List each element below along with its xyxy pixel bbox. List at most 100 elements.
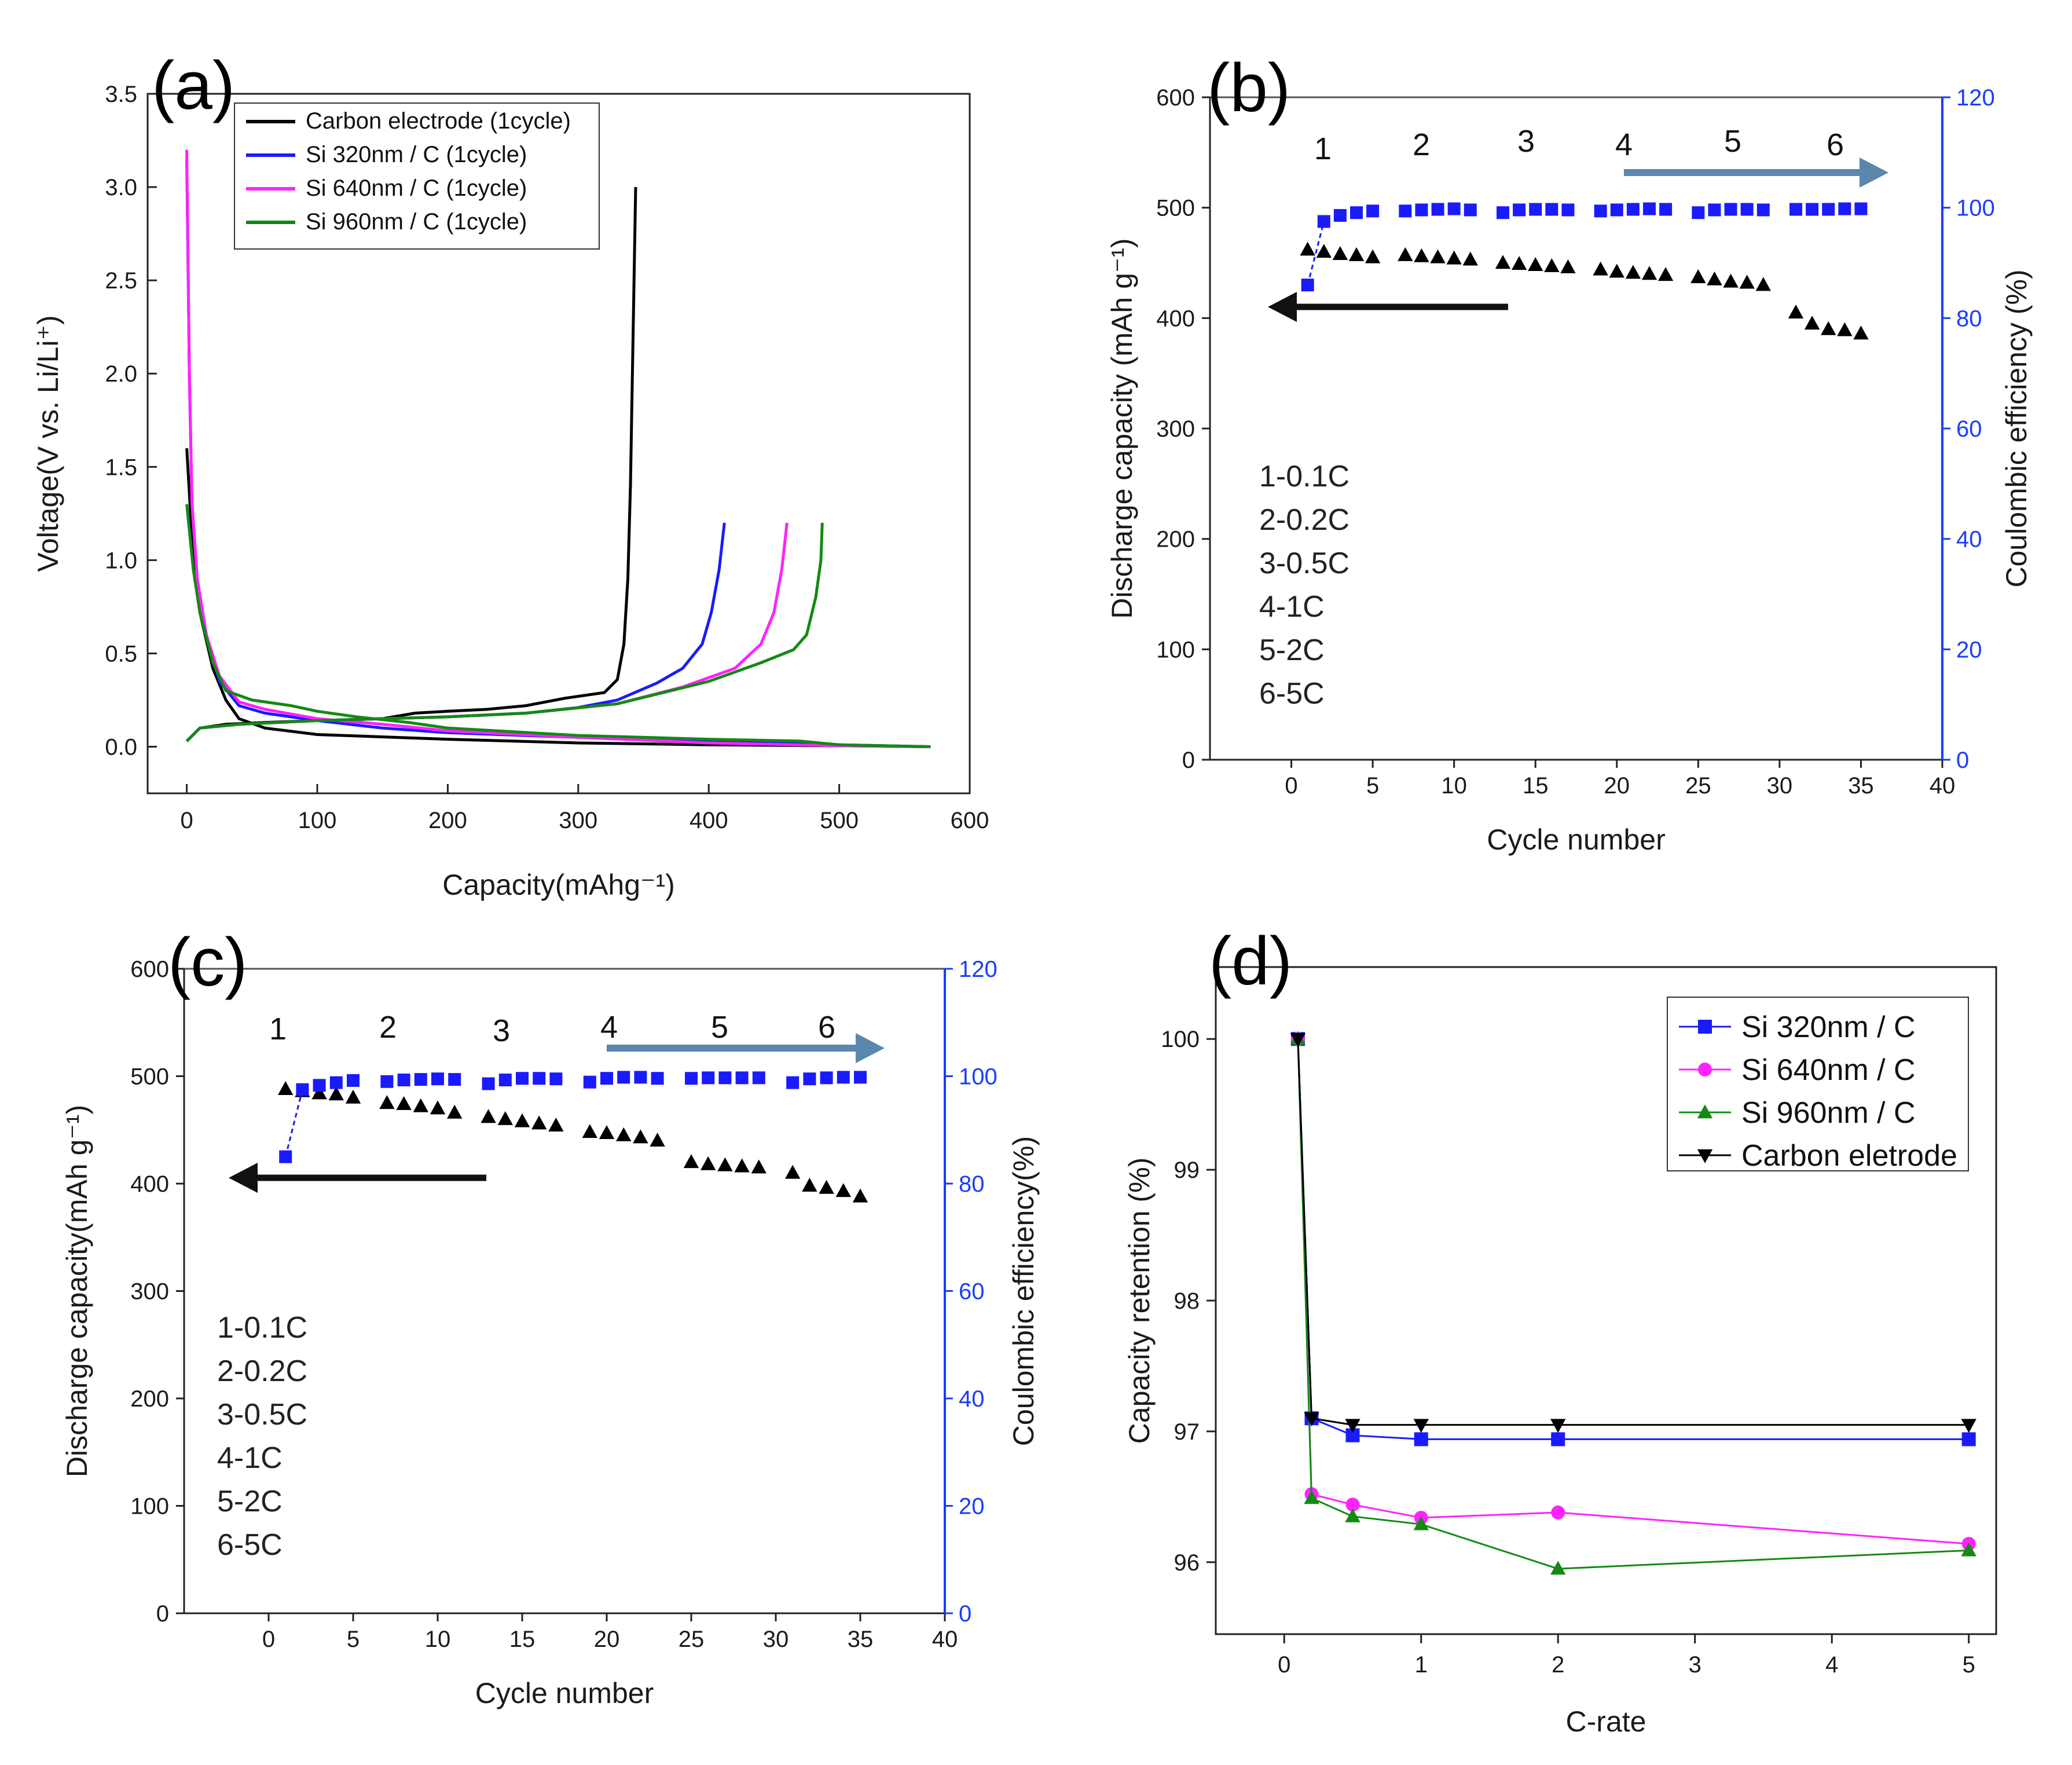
panel-c-ce-point xyxy=(482,1077,495,1090)
panel-b-ce-point xyxy=(1415,203,1428,217)
panel-b-rate-number: 6 xyxy=(1827,127,1844,162)
panel-c-ytick-label: 400 xyxy=(130,1171,169,1197)
panel-b-capacity-point xyxy=(1804,316,1820,330)
panel-c-y2tick-label: 0 xyxy=(959,1601,971,1627)
panel-b-arrow-efficiency-head xyxy=(1860,158,1888,188)
panel-a-legend-box xyxy=(234,102,600,250)
panel-b-ce-point xyxy=(1610,203,1623,217)
panel-a-ytick-label: 3.5 xyxy=(105,82,137,107)
panel-d-ytick-label: 98 xyxy=(1174,1288,1200,1314)
panel-c-ce-point xyxy=(718,1071,732,1085)
panel-b-ytick-label: 200 xyxy=(1156,527,1195,552)
panel-a-legend-label: Si 320nm / C (1cycle) xyxy=(306,142,527,167)
panel-b-ylabel: Discharge capacity (mAh g⁻¹) xyxy=(1106,238,1138,618)
panel-b-capacity-point xyxy=(1332,246,1348,260)
panel-b-capacity-point xyxy=(1462,251,1478,266)
panel-d-legend-label: Si 320nm / C xyxy=(1741,1010,1916,1044)
panel-c-capacity-point xyxy=(379,1095,395,1109)
panel-b-capacity-point xyxy=(1560,259,1576,273)
panel-c-y2label: Coulombic efficiency(%) xyxy=(1007,1136,1040,1446)
panel-c-rate-legend-line: 3-0.5C xyxy=(217,1398,307,1431)
panel-b-label: (b) xyxy=(1207,50,1290,126)
panel-c-ce-point xyxy=(329,1076,343,1089)
panel-b-xtick-label: 10 xyxy=(1441,773,1467,799)
panel-b-ce-point xyxy=(1756,203,1770,217)
panel-c-xlabel: Cycle number xyxy=(475,1677,654,1709)
panel-c-ce-point xyxy=(600,1072,613,1085)
panel-c-ce-point xyxy=(651,1072,664,1085)
panel-b-y2label: Coulombic efficiency (%) xyxy=(2000,269,2033,587)
panel-c-ytick-label: 100 xyxy=(130,1494,169,1519)
panel-b-ce-point xyxy=(1399,204,1412,218)
panel-d-xtick-label: 5 xyxy=(1963,1652,1975,1678)
panel-c-ce-point xyxy=(786,1076,800,1089)
panel-b-xtick-label: 30 xyxy=(1767,773,1793,799)
panel-b-rate-number: 3 xyxy=(1517,124,1535,159)
panel-d-series-4-point xyxy=(1304,1412,1319,1427)
panel-d-series-3-point xyxy=(1961,1542,1976,1557)
panel-c-ce-point xyxy=(313,1079,326,1092)
panel-c-capacity-point xyxy=(582,1124,597,1138)
panel-b-ce-point xyxy=(1513,203,1526,217)
panel-c-rate-legend-line: 5-2C xyxy=(217,1485,283,1518)
panel-c-capacity-point xyxy=(311,1085,327,1100)
panel-b-capacity-point xyxy=(1430,249,1446,263)
panel-c-capacity-point xyxy=(683,1154,699,1169)
panel-c-xtick-label: 20 xyxy=(594,1627,620,1652)
panel-b-ce-point xyxy=(1464,203,1477,217)
panel-d-series-1-point xyxy=(1961,1432,1976,1447)
panel-b-ce-point xyxy=(1789,203,1802,216)
panel-a-ytick-label: 0.0 xyxy=(105,734,137,760)
panel-c-xtick-label: 30 xyxy=(763,1627,789,1652)
panel-b-capacity-point xyxy=(1837,322,1853,336)
panel-c-capacity-point xyxy=(328,1086,344,1101)
panel-a-xtick-label: 400 xyxy=(690,808,728,833)
panel-c-xtick-label: 15 xyxy=(509,1627,536,1652)
panel-b-rate-number: 2 xyxy=(1413,127,1430,162)
panel-d-xtick-label: 3 xyxy=(1689,1652,1701,1678)
panel-b-ce-point xyxy=(1854,202,1868,215)
panel-b-ce-point xyxy=(1447,202,1461,215)
panel-c-ce-point xyxy=(431,1072,444,1086)
panel-c-ce-point xyxy=(380,1075,394,1088)
panel-d-xtick-label: 4 xyxy=(1825,1652,1838,1678)
panel-d-series-4-line xyxy=(1297,1039,1969,1426)
panel-a-frame xyxy=(146,93,971,794)
panel-b-capacity-point xyxy=(1593,261,1608,276)
panel-b-capacity-point xyxy=(1495,255,1511,269)
panel-a-xtick-label: 0 xyxy=(180,808,193,833)
panel-c-ce-point xyxy=(296,1083,309,1096)
panel-b-ytick-label: 300 xyxy=(1156,416,1195,442)
panel-b-capacity-point xyxy=(1657,267,1674,281)
panel-b-ce-point xyxy=(1529,203,1542,216)
panel-c-ce-point xyxy=(533,1072,546,1085)
panel-d-ylabel: Capacity retention (%) xyxy=(1123,1158,1156,1444)
panel-b-ce-point xyxy=(1838,202,1851,215)
panel-b-arrow-capacity-head xyxy=(1268,292,1297,322)
panel-c-capacity-point xyxy=(514,1113,530,1127)
panel-c-ce-point xyxy=(347,1074,360,1087)
panel-c-ce-point xyxy=(498,1073,512,1086)
panel-b-ce-point xyxy=(1301,279,1314,292)
panel-b-ce-point xyxy=(1724,203,1737,216)
panel-c-rate-number: 4 xyxy=(600,1010,618,1045)
panel-b-ce-point xyxy=(1366,204,1380,218)
panel-c-capacity-point xyxy=(802,1177,817,1192)
panel-a-series-4-discharge xyxy=(185,504,931,748)
panel-c-xtick-label: 35 xyxy=(848,1627,874,1652)
panel-b-capacity-point xyxy=(1788,305,1804,318)
panel-a-xtick-label: 600 xyxy=(951,808,989,833)
panel-c-ce-point xyxy=(279,1150,292,1163)
panel-b-capacity-point xyxy=(1755,277,1771,291)
panel-b-capacity-point xyxy=(1821,321,1836,335)
panel-b-capacity-point xyxy=(1446,250,1462,265)
panel-b-rate-legend-line: 4-1C xyxy=(1259,590,1325,624)
panel-b-xlabel: Cycle number xyxy=(1487,823,1665,856)
panel-c-capacity-point xyxy=(717,1157,733,1171)
panel-c-label: (c) xyxy=(168,924,248,1001)
panel-d-series-1-point xyxy=(1551,1432,1565,1447)
panel-c-ce-point xyxy=(735,1071,749,1085)
panel-c-capacity-point xyxy=(616,1127,632,1141)
panel-d-ytick-label: 97 xyxy=(1174,1419,1200,1445)
